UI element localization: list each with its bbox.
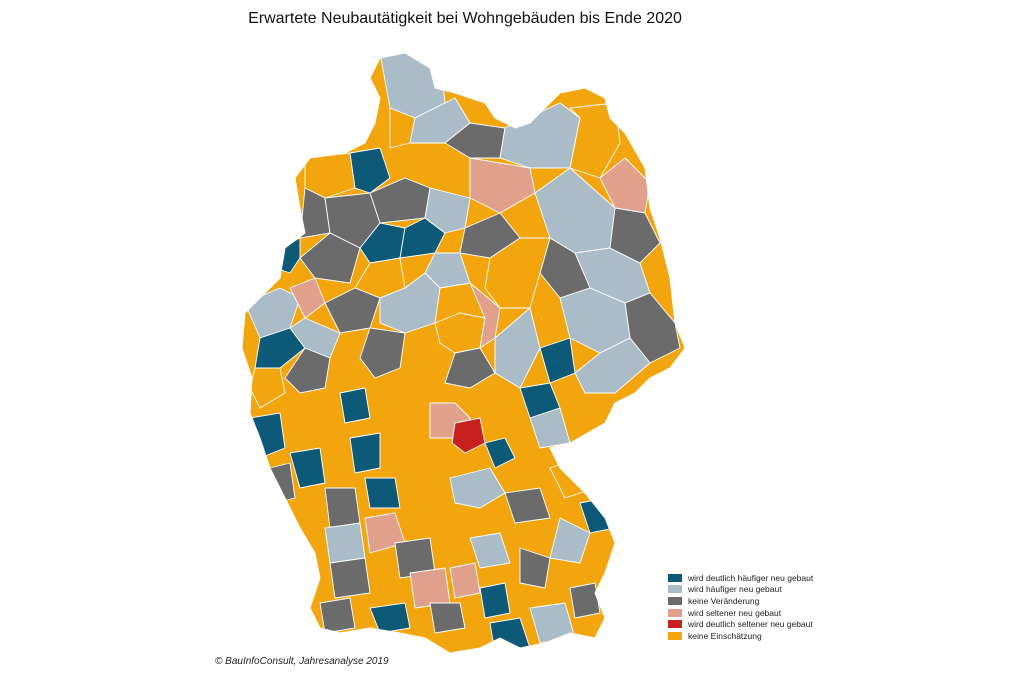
legend-swatch bbox=[668, 620, 682, 629]
district bbox=[609, 207, 661, 264]
legend-swatch bbox=[668, 585, 682, 594]
district bbox=[369, 602, 411, 634]
district bbox=[469, 532, 511, 569]
source-credit: © BauInfoConsult, Jahresanalyse 2019 bbox=[215, 656, 389, 667]
district bbox=[379, 272, 441, 334]
district bbox=[449, 562, 481, 599]
legend-label: wird deutlich seltener neu gebaut bbox=[688, 619, 813, 630]
district bbox=[479, 582, 511, 619]
district bbox=[424, 187, 471, 234]
country-outline bbox=[241, 52, 686, 654]
district bbox=[284, 347, 331, 394]
district bbox=[494, 307, 541, 389]
district bbox=[254, 327, 306, 369]
map-legend: wird deutlich häufiger neu gebaut wird h… bbox=[668, 572, 813, 642]
district bbox=[324, 487, 361, 529]
district bbox=[469, 157, 536, 214]
district bbox=[269, 462, 296, 504]
district bbox=[519, 547, 551, 589]
district bbox=[349, 147, 391, 194]
legend-label: keine Veränderung bbox=[688, 595, 760, 606]
district bbox=[289, 447, 326, 489]
district bbox=[569, 582, 601, 619]
map-title: Erwartete Neubautätigkeit bei Wohngebäud… bbox=[248, 10, 682, 27]
district bbox=[244, 287, 301, 339]
legend-label: keine Einschätzung bbox=[688, 630, 762, 641]
district bbox=[424, 252, 471, 289]
legend-item: wird deutlich seltener neu gebaut bbox=[668, 618, 813, 630]
legend-swatch bbox=[668, 573, 682, 582]
legend-swatch bbox=[668, 631, 682, 640]
district bbox=[504, 487, 551, 524]
district bbox=[359, 327, 406, 379]
legend-item: wird häufiger neu gebaut bbox=[668, 584, 813, 596]
legend-swatch bbox=[668, 608, 682, 617]
district bbox=[289, 317, 341, 359]
district bbox=[324, 287, 381, 334]
district bbox=[444, 122, 506, 159]
district bbox=[444, 347, 496, 389]
district bbox=[319, 597, 356, 634]
district bbox=[599, 157, 651, 214]
legend-item: keine Einschätzung bbox=[668, 630, 813, 642]
district bbox=[409, 567, 451, 609]
germany-district-map bbox=[241, 52, 686, 654]
district bbox=[484, 237, 551, 309]
legend-label: wird deutlich häufiger neu gebaut bbox=[688, 572, 814, 583]
district bbox=[329, 557, 371, 599]
legend-label: wird seltener neu gebaut bbox=[688, 607, 782, 618]
district bbox=[429, 602, 466, 634]
district-red bbox=[451, 417, 486, 454]
legend-item: wird seltener neu gebaut bbox=[668, 607, 813, 619]
district bbox=[349, 432, 381, 474]
legend-item: keine Veränderung bbox=[668, 595, 813, 607]
legend-swatch bbox=[668, 596, 682, 605]
district bbox=[574, 337, 651, 394]
district bbox=[469, 282, 501, 349]
district bbox=[549, 517, 591, 564]
district bbox=[299, 232, 361, 284]
district bbox=[324, 522, 366, 564]
district bbox=[484, 437, 516, 469]
district bbox=[364, 477, 401, 509]
district bbox=[339, 387, 371, 424]
district bbox=[399, 217, 446, 259]
district-layer bbox=[242, 53, 685, 653]
district bbox=[449, 467, 506, 509]
legend-item: wird deutlich häufiger neu gebaut bbox=[668, 572, 813, 584]
legend-label: wird häufiger neu gebaut bbox=[688, 584, 782, 595]
